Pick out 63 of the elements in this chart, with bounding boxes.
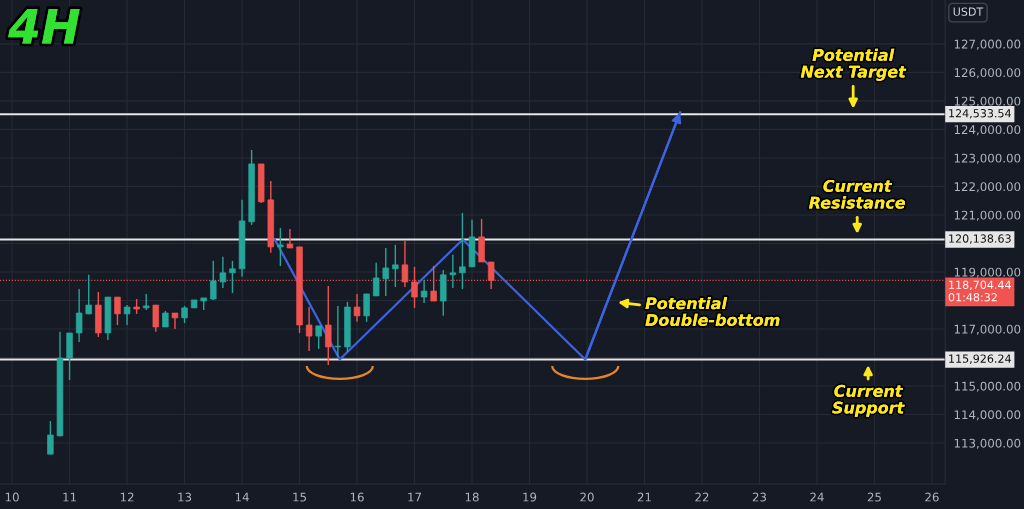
y-tick-label: 114,000.00 [954, 410, 1021, 421]
annotation: Potential Next Target [800, 48, 907, 81]
x-tick-label: 23 [752, 492, 767, 502]
x-tick-label: 26 [925, 492, 939, 502]
y-tick-label: 113,000.00 [954, 438, 1021, 449]
y-tick-label: 121,000.00 [954, 210, 1021, 221]
candlestick [210, 260, 217, 301]
y-tick-label: 117,000.00 [954, 324, 1021, 335]
x-tick-label: 21 [637, 492, 651, 502]
candlestick [277, 227, 284, 267]
x-tick-label: 15 [293, 492, 307, 502]
annotation: Current Support [832, 384, 905, 417]
candlestick [334, 305, 342, 358]
chart-title: 4H [8, 9, 80, 44]
candlestick [123, 304, 131, 326]
y-tick-label: 126,000.00 [954, 68, 1021, 79]
candlestick [171, 312, 179, 330]
candlestick [152, 304, 160, 333]
x-tick-label: 25 [867, 492, 881, 502]
candlestick [286, 228, 294, 249]
candlestick [325, 285, 332, 366]
candlestick [85, 274, 92, 315]
candlestick [114, 296, 121, 326]
x-tick-label: 18 [465, 492, 479, 502]
candlestick [315, 325, 322, 350]
y-tick-label: 127,000.00 [954, 39, 1021, 50]
x-tick-label: 12 [120, 492, 134, 502]
y-tick-label: 119,000.00 [954, 267, 1021, 278]
candlestick [353, 293, 361, 323]
x-tick-label: 14 [235, 492, 249, 502]
candlestick [372, 262, 380, 297]
x-tick-label: 20 [580, 492, 594, 502]
y-tick-label: 124,000.00 [954, 125, 1021, 136]
x-tick-label: 24 [810, 492, 824, 502]
annotation: Potential Double-bottom [645, 296, 780, 327]
y-tick-label: 123,000.00 [954, 153, 1021, 164]
x-tick-label: 11 [63, 492, 76, 502]
candlestick [382, 247, 389, 297]
y-tick-label: 122,000.00 [954, 182, 1021, 193]
x-tick-label: 22 [695, 492, 709, 502]
candlestick [305, 306, 313, 352]
x-tick-label: 16 [350, 492, 364, 502]
annotation: Current Resistance [809, 179, 906, 209]
x-tick-label: 19 [523, 492, 537, 502]
y-tick-label: 115,000.00 [954, 381, 1021, 392]
ref-line-label: 118,704.44 01:48:32 [948, 280, 1011, 302]
candlestick [219, 256, 227, 289]
ref-line-label: 115,926.24 [949, 354, 1011, 364]
candlestick [229, 260, 236, 294]
ref-line-label: 120,138.63 [949, 234, 1011, 244]
candlestick [459, 212, 466, 290]
candlestick [392, 244, 399, 288]
x-tick-label: 10 [5, 492, 19, 502]
candlestick [449, 254, 457, 289]
candlestick [75, 288, 83, 343]
candlestick [420, 279, 428, 304]
x-tick-label: 17 [408, 492, 422, 502]
ref-line-label: 124,533.54 [949, 109, 1011, 119]
candlestick [47, 420, 54, 456]
x-tick-label: 13 [178, 492, 192, 502]
y-axis-title: USDT [953, 7, 984, 16]
candlestick [363, 293, 370, 323]
y-tick-label: 125,000.00 [954, 96, 1021, 107]
